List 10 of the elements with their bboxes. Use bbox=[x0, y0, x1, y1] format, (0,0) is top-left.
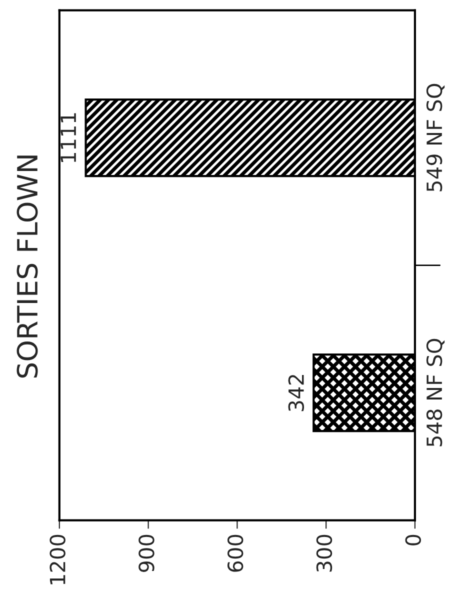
y-tick-label: 548 NF SQ bbox=[426, 338, 445, 446]
x-tick-label: 600 bbox=[227, 534, 244, 572]
y-tick-label: 549 NF SQ bbox=[426, 84, 445, 192]
x-tick-label: 900 bbox=[138, 534, 154, 572]
data-label: 1111 bbox=[60, 113, 76, 162]
x-tick-label: 300 bbox=[316, 534, 332, 572]
x-tick-label: 0 bbox=[405, 534, 421, 546]
text: SORTIES FLOWN bbox=[16, 156, 38, 378]
data-label: 342 bbox=[288, 375, 304, 412]
x-tick-label: 1200 bbox=[50, 534, 66, 584]
